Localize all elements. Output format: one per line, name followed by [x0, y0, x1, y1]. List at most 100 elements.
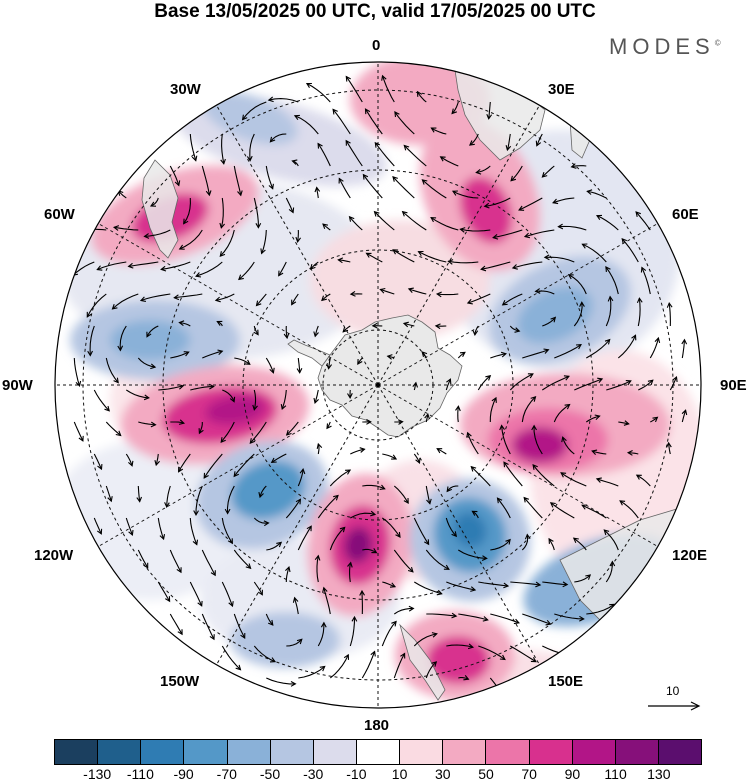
wind-vector-head	[193, 510, 199, 517]
wind-vector-head	[203, 472, 209, 479]
wind-vector	[509, 325, 520, 332]
wind-vector-head	[149, 201, 157, 207]
wind-vector-head	[295, 498, 302, 505]
wind-vector-head	[415, 457, 421, 464]
south-pole-marker	[375, 382, 381, 388]
wind-vector	[285, 197, 294, 213]
wind-vector-head	[128, 529, 134, 536]
wind-vector	[422, 179, 447, 199]
wind-vector	[437, 293, 459, 296]
colorbar-swatch	[270, 739, 314, 765]
wind-vector	[97, 261, 127, 271]
wind-vector-head	[466, 298, 473, 305]
wind-vector	[89, 325, 95, 356]
wind-vector-head	[366, 419, 372, 425]
wind-vector	[452, 190, 479, 199]
wind-vector-head	[621, 238, 627, 244]
wind-vector	[638, 379, 654, 391]
wind-vector	[417, 91, 427, 103]
wind-vector	[365, 108, 383, 135]
wind-vector	[221, 645, 241, 671]
wind-vector	[446, 644, 474, 648]
wind-vector-head	[681, 338, 688, 345]
wind-vector	[490, 539, 511, 551]
wind-vector-head	[370, 650, 376, 657]
wind-vector	[105, 421, 122, 436]
wind-vector	[460, 228, 491, 232]
wind-vector-head	[214, 296, 221, 303]
wind-vector	[170, 351, 189, 359]
wind-vector-head	[205, 190, 212, 197]
colorbar-swatch	[658, 739, 703, 765]
wind-vector-head	[347, 561, 353, 568]
anom-120w-negative	[231, 460, 305, 520]
wind-vector	[342, 325, 351, 333]
wind-vector-head	[391, 454, 398, 460]
wind-vector-head	[421, 179, 428, 185]
wind-vector-head	[394, 111, 400, 118]
wind-vectors	[72, 74, 688, 694]
wind-vector	[138, 421, 156, 426]
wind-vector	[554, 344, 582, 359]
wind-vector	[265, 613, 274, 626]
wind-vector	[568, 274, 587, 295]
wind-vector-head	[468, 140, 475, 146]
reference-vector-label: 10	[666, 684, 680, 698]
wind-vector-head	[255, 222, 262, 229]
wind-vector-head	[359, 447, 366, 453]
wind-vector-head	[545, 619, 552, 626]
wind-vector-head	[332, 108, 338, 115]
wind-vector	[446, 581, 476, 591]
wind-vector	[349, 216, 363, 231]
wind-vector	[425, 549, 450, 570]
wind-vector	[596, 478, 619, 487]
wind-vector	[329, 469, 351, 487]
wind-vector	[458, 677, 469, 680]
wind-vector	[189, 517, 198, 545]
wind-vector-head	[567, 274, 574, 280]
wind-vector	[292, 160, 299, 167]
wind-vector-head	[607, 295, 614, 302]
wind-vector	[392, 249, 415, 263]
lon-label-30e: 30E	[548, 81, 575, 98]
wind-vector-head	[640, 266, 647, 273]
wind-vector	[458, 613, 488, 621]
wind-vector-head	[595, 214, 603, 221]
wind-vector-head	[483, 202, 490, 209]
wind-vector-head	[666, 441, 672, 448]
wind-vector	[510, 645, 537, 663]
wind-vector-head	[513, 618, 520, 625]
colorbar-tick-label: 10	[391, 766, 408, 782]
wind-vector	[472, 510, 479, 519]
wind-vector-head	[395, 531, 401, 538]
wind-vector-head	[581, 243, 588, 249]
wind-vector-head	[174, 180, 181, 187]
wind-vector	[233, 453, 255, 477]
wind-vector	[234, 357, 251, 365]
wind-vector-head	[459, 227, 466, 233]
wind-vector-head	[112, 225, 120, 231]
wind-vector-head	[191, 155, 198, 162]
wind-vector-head	[178, 320, 185, 327]
wind-vector	[382, 453, 397, 460]
wind-vector	[381, 621, 397, 647]
wind-vector	[522, 349, 549, 359]
lon-label-0: 0	[372, 37, 381, 54]
wind-vector-head	[439, 156, 446, 162]
colorbar-swatch	[356, 739, 401, 765]
wind-vector	[285, 325, 288, 339]
wind-vector	[233, 613, 246, 639]
wind-vector	[550, 502, 575, 519]
wind-vector	[321, 293, 331, 301]
colorbar-swatch	[54, 739, 99, 765]
wind-vector-head	[518, 205, 525, 211]
wind-vector-head	[267, 619, 274, 626]
colorbar-swatch	[529, 739, 573, 765]
wind-vector	[221, 517, 233, 544]
wind-vector	[93, 389, 110, 412]
wind-vector-head	[292, 596, 299, 603]
wind-vector-head	[255, 300, 262, 307]
wind-vector-head	[267, 96, 274, 103]
wind-vector-head	[446, 486, 453, 493]
wind-vector	[179, 229, 203, 250]
